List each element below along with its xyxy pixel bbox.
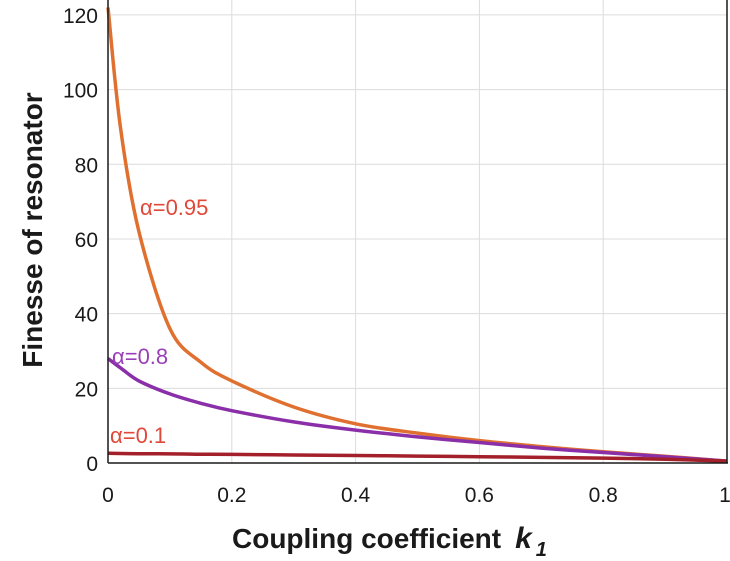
x-axis-label-variable: k <box>515 522 533 555</box>
x-tick-label: 0 <box>102 484 114 507</box>
x-tick-label: 0.2 <box>217 484 246 507</box>
series-line-1 <box>106 357 728 463</box>
x-axis-ticks: 0 0.2 0.4 0.6 0.8 1 <box>102 484 730 507</box>
grid-lines <box>108 0 727 463</box>
y-tick-label: 0 <box>86 453 98 476</box>
x-tick-label: 0.4 <box>341 484 371 507</box>
y-tick-label: 20 <box>75 378 98 401</box>
y-axis-label: Finesse of resonator <box>17 92 48 368</box>
series-line-2 <box>107 451 728 463</box>
y-tick-label: 40 <box>75 304 98 327</box>
y-tick-label: 120 <box>63 5 98 28</box>
series-lines <box>106 7 728 463</box>
annotation-alpha-095: α=0.95 <box>140 195 208 220</box>
x-tick-label: 1 <box>719 484 730 507</box>
plot-area <box>108 0 728 463</box>
x-tick-label: 0.8 <box>589 484 618 507</box>
y-axis-ticks: 0 20 40 60 80 100 120 <box>63 5 98 476</box>
x-axis-label-text: Coupling coefficient <box>232 523 501 554</box>
y-tick-label: 60 <box>75 229 98 252</box>
annotation-alpha-01: α=0.1 <box>110 423 166 448</box>
x-axis-label-subscript: 1 <box>536 539 547 561</box>
x-tick-label: 0.6 <box>465 484 494 507</box>
y-tick-label: 100 <box>63 80 98 103</box>
y-tick-label: 80 <box>75 154 98 177</box>
annotation-alpha-08: α=0.8 <box>112 344 168 369</box>
x-axis-label: Coupling coefficient k 1 <box>232 522 547 561</box>
